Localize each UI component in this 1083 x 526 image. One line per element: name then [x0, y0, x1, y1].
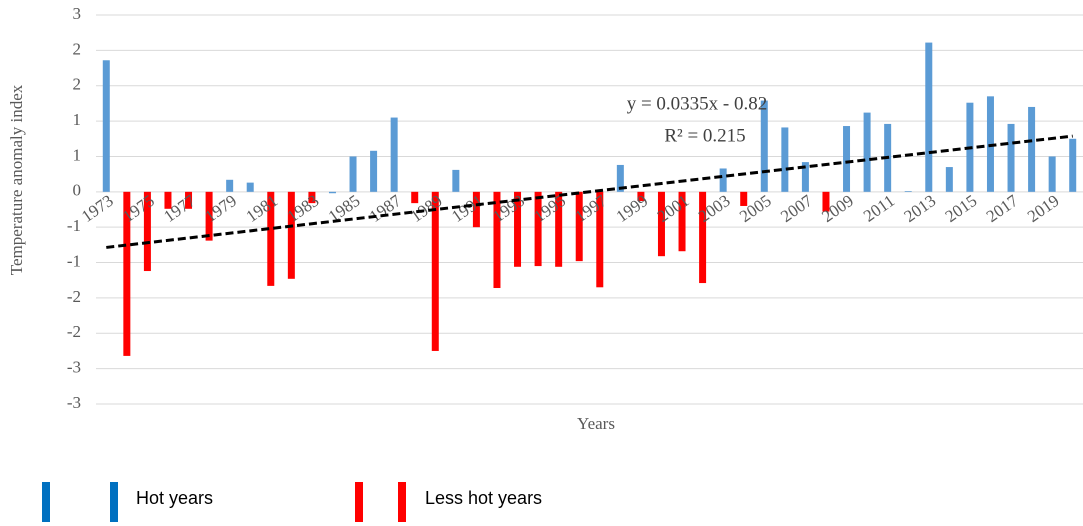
legend-swatch: [398, 482, 406, 522]
bar: [164, 191, 172, 209]
bar: [657, 191, 665, 257]
bar: [411, 191, 419, 204]
y-tick-label: 1: [73, 145, 82, 164]
bar: [246, 182, 254, 192]
bar: [1007, 123, 1015, 192]
bar: [863, 112, 871, 192]
bar: [349, 156, 357, 192]
y-tick-label: 1: [73, 110, 82, 129]
x-tick-label: 2011: [860, 191, 898, 226]
y-tick-label: -3: [67, 393, 81, 412]
legend-swatch: [42, 482, 50, 522]
bar: [699, 191, 707, 284]
bar: [287, 191, 295, 279]
bar: [534, 191, 542, 267]
bar: [328, 191, 336, 194]
bar: [843, 126, 851, 192]
x-tick-label: 1999: [613, 191, 652, 226]
bar: [637, 191, 645, 202]
bar: [945, 167, 953, 192]
y-axis-title: Temperature anomaly index: [7, 84, 26, 275]
bar: [678, 191, 686, 252]
bar: [1048, 156, 1056, 192]
bar: [514, 191, 522, 267]
legend-label: Less hot years: [425, 488, 542, 508]
legend-label: Hot years: [136, 488, 213, 508]
y-tick-label: 2: [73, 75, 82, 94]
y-tick-label: -2: [67, 322, 81, 341]
bar: [616, 164, 624, 192]
bar: [781, 127, 789, 192]
legend-swatch: [110, 482, 118, 522]
bar: [596, 191, 604, 288]
bar: [904, 191, 912, 192]
y-tick-label: 3: [73, 4, 82, 23]
bar: [925, 42, 933, 192]
bar: [123, 191, 131, 356]
bar: [575, 191, 583, 262]
bar: [1028, 106, 1036, 192]
x-tick-label: 2015: [942, 191, 981, 226]
x-axis-title: Years: [577, 414, 615, 433]
legend-swatch: [355, 482, 363, 522]
y-tick-label: -1: [67, 251, 81, 270]
bar: [370, 150, 378, 192]
bar: [390, 117, 398, 192]
bar: [822, 191, 830, 212]
trendline-equation: y = 0.0335x - 0.82: [627, 93, 768, 114]
bar: [102, 60, 110, 192]
bar: [493, 191, 501, 289]
bar: [431, 191, 439, 351]
x-tick-label: 1985: [325, 191, 364, 226]
bar: [1069, 138, 1077, 192]
x-tick-label: 2013: [901, 191, 940, 226]
bar: [452, 169, 460, 192]
bar: [740, 191, 748, 206]
trendline: [106, 134, 1073, 249]
bar: [185, 191, 193, 209]
x-tick-label: 2019: [1024, 191, 1063, 226]
bar: [143, 191, 151, 272]
bar: [226, 179, 234, 192]
bar: [760, 100, 768, 192]
bar: [205, 191, 213, 241]
bar: [801, 162, 809, 192]
bar: [472, 191, 480, 228]
x-tick-label: 1973: [78, 191, 117, 226]
x-tick-label: 2017: [983, 191, 1022, 226]
x-tick-label: 1981: [243, 191, 282, 226]
x-tick-label: 2007: [777, 191, 816, 226]
bar: [267, 191, 275, 286]
bar: [308, 191, 316, 204]
y-tick-label: -3: [67, 358, 81, 377]
trendline-r2: R² = 0.215: [664, 125, 745, 146]
y-tick-label: -1: [67, 216, 81, 235]
x-tick-label: 1987: [366, 191, 405, 226]
bar: [719, 168, 727, 192]
y-tick-label: 2: [73, 39, 82, 58]
bar: [555, 191, 563, 267]
y-tick-label: -2: [67, 287, 81, 306]
y-tick-label: 0: [73, 181, 82, 200]
